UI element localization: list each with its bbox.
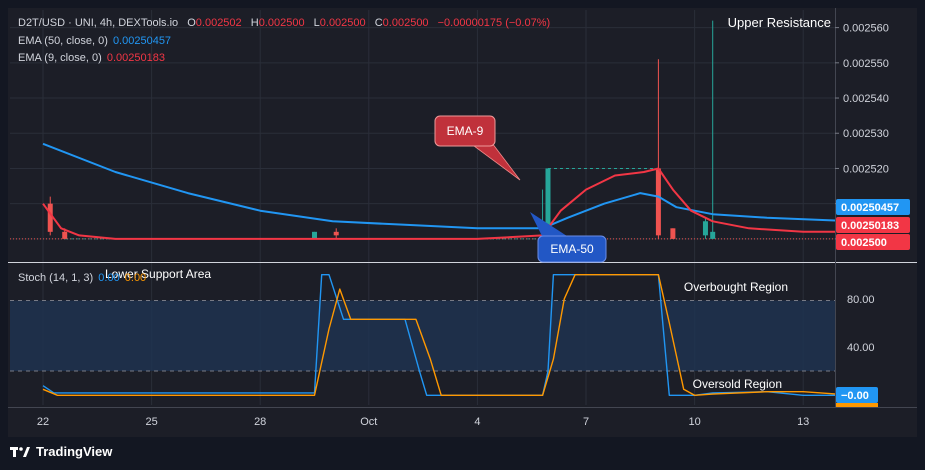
stoch-badge-text: −0.00 [841,390,869,402]
x-tick-label: 28 [254,416,266,428]
high-label: H [250,17,259,29]
footer: TradingView [10,444,112,459]
low-value: 0.002500 [319,17,366,29]
x-tick-label: 13 [797,416,809,428]
candle-body [655,168,661,236]
candle-body [62,231,68,239]
candle-body [670,228,676,239]
ema9-callout: EMA-9 [434,115,521,181]
ema50-line [42,142,835,230]
high-value: 0.002500 [258,17,305,29]
overbought-label: Overbought Region [684,280,788,294]
x-tick-label: Oct [360,416,377,428]
y-tick-label: 0.002550 [843,58,889,70]
stoch-pane [42,274,835,396]
stoch-d-line [42,274,835,396]
candle-body [312,231,317,239]
stoch-badge-d [836,403,878,407]
x-tick-label: 25 [145,416,157,428]
ohlc-legend: D2T/USD · UNI, 4h, DEXTools.io O0.002502… [18,17,550,29]
x-tick-label: 7 [583,416,589,428]
stoch-y-tick-label: 40.00 [847,342,875,354]
price-badge-text: 0.002500 [841,237,887,249]
ema9-legend[interactable]: EMA (9, close, 0) 0.00250183 [18,52,165,64]
ema9-line [42,167,835,240]
stoch-k-value: 0.00 [98,272,120,284]
stoch-legend-label: Stoch (14, 1, 3) [18,272,94,284]
y-tick-label: 0.002530 [843,128,889,140]
upper-resistance-label: Upper Resistance [728,15,831,30]
stoch-d-value: 0.00 [124,272,147,284]
change-value: −0.00000175 (−0.07%) [437,17,551,29]
ema9-callout-label: EMA-9 [447,124,484,138]
price-badge-text: 0.00250183 [841,220,899,232]
candle-body [545,168,551,225]
tradingview-logo-icon [10,446,30,457]
stoch-legend[interactable]: Stoch (14, 1, 3) 0.00 0.00 [18,272,146,284]
open-label: O [187,17,196,29]
close-label: C [374,17,383,29]
ema9-legend-value: 0.00250183 [106,52,165,64]
ema50-legend-value: 0.00250457 [112,35,172,47]
open-value: 0.002502 [195,17,242,29]
x-tick-label: 4 [474,416,480,428]
ema9-legend-label: EMA (9, close, 0) [18,52,102,64]
candle-body [702,221,708,236]
close-value: 0.002500 [382,17,429,29]
tradingview-brand[interactable]: TradingView [36,444,113,459]
symbol-title[interactable]: D2T/USD · UNI, 4h, DEXTools.io [18,17,179,29]
y-tick-label: 0.002560 [843,23,889,35]
stoch-y-tick-label: 80.00 [847,294,875,306]
y-tick-label: 0.002520 [843,163,889,175]
ema50-callout: EMA-50 [530,212,607,263]
oversold-label: Oversold Region [693,377,782,391]
x-tick-label: 22 [37,416,49,428]
price-badge-text: 0.00250457 [841,202,899,214]
candle-body [47,203,53,232]
low-label: L [313,17,320,29]
x-tick-label: 10 [688,416,700,428]
price-badge [836,217,910,233]
ema50-legend[interactable]: EMA (50, close, 0) 0.00250457 [18,35,171,47]
price-badges: 0.00250457 0.00250183 0.002500 −0.00 [836,199,910,407]
stoch-badge [836,387,878,403]
candle-body [333,231,339,236]
y-tick-label: 0.002540 [843,93,889,105]
price-pane [10,20,835,240]
lower-support-label: Lower Support Area [105,267,211,281]
price-badge [836,199,910,215]
ema50-callout-label: EMA-50 [550,242,594,256]
ema50-legend-label: EMA (50, close, 0) [18,35,108,47]
candle-body [710,231,716,239]
price-badge [836,234,910,250]
